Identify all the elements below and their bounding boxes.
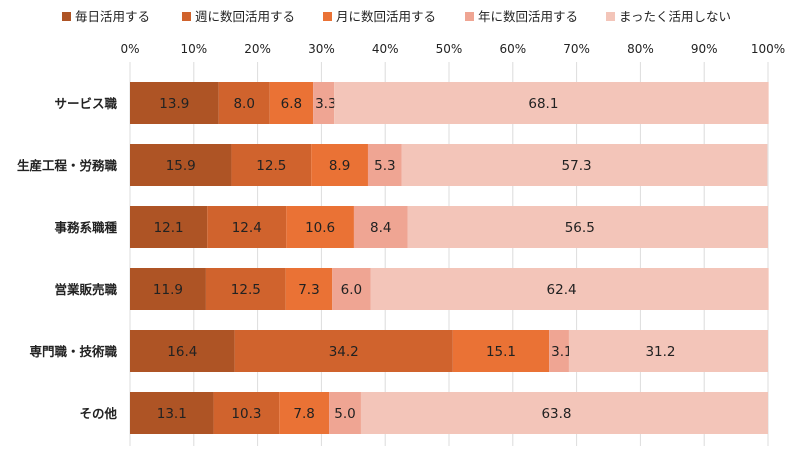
bar-segment bbox=[269, 82, 314, 124]
x-tick-label: 50% bbox=[436, 42, 463, 56]
data-label: 8.0 bbox=[233, 96, 254, 112]
data-label: 12.1 bbox=[154, 220, 184, 236]
data-label: 15.1 bbox=[486, 344, 516, 360]
data-label: 5.3 bbox=[374, 158, 395, 174]
bar-segment bbox=[234, 330, 453, 372]
data-label: 63.8 bbox=[541, 406, 571, 422]
gridlines bbox=[129, 62, 769, 446]
data-label: 7.8 bbox=[293, 406, 314, 422]
bar-segment bbox=[334, 82, 769, 124]
legend-label: 月に数回活用する bbox=[336, 9, 436, 24]
bar-segment bbox=[568, 330, 768, 372]
bar-segment bbox=[213, 392, 280, 434]
category-label: 事務系職種 bbox=[54, 220, 117, 235]
legend-label: 週に数回活用する bbox=[195, 9, 295, 24]
category-label: 専門職・技術職 bbox=[29, 344, 117, 359]
bar-segment bbox=[231, 144, 312, 186]
data-label: 3.1 bbox=[551, 344, 572, 360]
data-label: 10.6 bbox=[305, 220, 335, 236]
data-label: 62.4 bbox=[547, 282, 577, 298]
category-label: サービス職 bbox=[54, 96, 117, 111]
data-label: 56.5 bbox=[565, 220, 595, 236]
x-tick-label: 100% bbox=[751, 42, 785, 56]
data-label: 13.1 bbox=[157, 406, 187, 422]
data-label: 11.9 bbox=[153, 282, 183, 298]
bar-segment bbox=[311, 144, 368, 186]
data-label: 12.4 bbox=[232, 220, 262, 236]
legend: 毎日活用する 週に数回活用する 月に数回活用する 年に数回活用する まったく活用しない bbox=[62, 9, 731, 24]
data-label: 16.4 bbox=[167, 344, 197, 360]
data-label: 6.8 bbox=[281, 96, 302, 112]
legend-swatch bbox=[606, 12, 615, 21]
data-label: 31.2 bbox=[645, 344, 675, 360]
bar-segment bbox=[370, 268, 769, 310]
data-label: 5.0 bbox=[334, 406, 355, 422]
data-label: 68.1 bbox=[528, 96, 558, 112]
bars: 13.9 8.0 6.8 3.3 68.1 15.9 12.5 8.9 5.3 57.3 12.1 1… bbox=[130, 82, 769, 434]
bar-segment bbox=[353, 206, 408, 248]
legend-label: まったく活用しない bbox=[619, 9, 731, 24]
bar-segment bbox=[407, 206, 768, 248]
x-tick-label: 90% bbox=[691, 42, 718, 56]
legend-swatch bbox=[182, 12, 191, 21]
bar-segment bbox=[313, 82, 335, 124]
bar-segment bbox=[452, 330, 550, 372]
data-label: 7.3 bbox=[298, 282, 319, 298]
x-tick-label: 70% bbox=[563, 42, 590, 56]
bar-segment bbox=[549, 330, 569, 372]
legend-swatch bbox=[465, 12, 474, 21]
x-tick-label: 10% bbox=[180, 42, 207, 56]
legend-swatch bbox=[323, 12, 332, 21]
legend-label: 年に数回活用する bbox=[478, 9, 578, 24]
bar-segment bbox=[218, 82, 270, 124]
data-label: 13.9 bbox=[159, 96, 189, 112]
category-label: その他 bbox=[79, 406, 117, 421]
category-label: 生産工程・労務職 bbox=[17, 158, 118, 173]
data-label: 10.3 bbox=[231, 406, 261, 422]
category-label: 営業販売職 bbox=[54, 282, 117, 297]
x-tick-label: 40% bbox=[372, 42, 399, 56]
bar-segment bbox=[205, 268, 286, 310]
bar-segment bbox=[130, 268, 206, 310]
bar-segment bbox=[279, 392, 330, 434]
data-label: 34.2 bbox=[329, 344, 359, 360]
data-label: 57.3 bbox=[562, 158, 592, 174]
x-tick-label: 60% bbox=[499, 42, 526, 56]
bar-segment bbox=[329, 392, 361, 434]
legend-label: 毎日活用する bbox=[75, 9, 150, 24]
data-label: 3.3 bbox=[315, 96, 336, 112]
bar-segment bbox=[360, 392, 768, 434]
data-label: 12.5 bbox=[231, 282, 261, 298]
bar-segment bbox=[130, 330, 235, 372]
data-label: 8.9 bbox=[329, 158, 350, 174]
bar-segment bbox=[332, 268, 371, 310]
legend-swatch bbox=[62, 12, 71, 21]
bar-segment bbox=[401, 144, 768, 186]
data-label: 6.0 bbox=[341, 282, 362, 298]
bar-segment bbox=[207, 206, 287, 248]
bar-segment bbox=[130, 82, 219, 124]
data-label: 8.4 bbox=[370, 220, 391, 236]
bar-segment bbox=[130, 144, 232, 186]
bar-segment bbox=[285, 268, 333, 310]
x-tick-label: 20% bbox=[244, 42, 271, 56]
x-tick-label: 80% bbox=[627, 42, 654, 56]
x-axis-ticks: 0% 10% 20% 30% 40% 50% 60% 70% 80% 90% 100% bbox=[120, 42, 785, 56]
bar-segment bbox=[130, 206, 208, 248]
data-label: 15.9 bbox=[166, 158, 196, 174]
x-tick-label: 0% bbox=[120, 42, 139, 56]
x-tick-label: 30% bbox=[308, 42, 335, 56]
bar-segment bbox=[130, 392, 214, 434]
bar-segment bbox=[286, 206, 354, 248]
data-label: 12.5 bbox=[256, 158, 286, 174]
bar-segment bbox=[367, 144, 402, 186]
